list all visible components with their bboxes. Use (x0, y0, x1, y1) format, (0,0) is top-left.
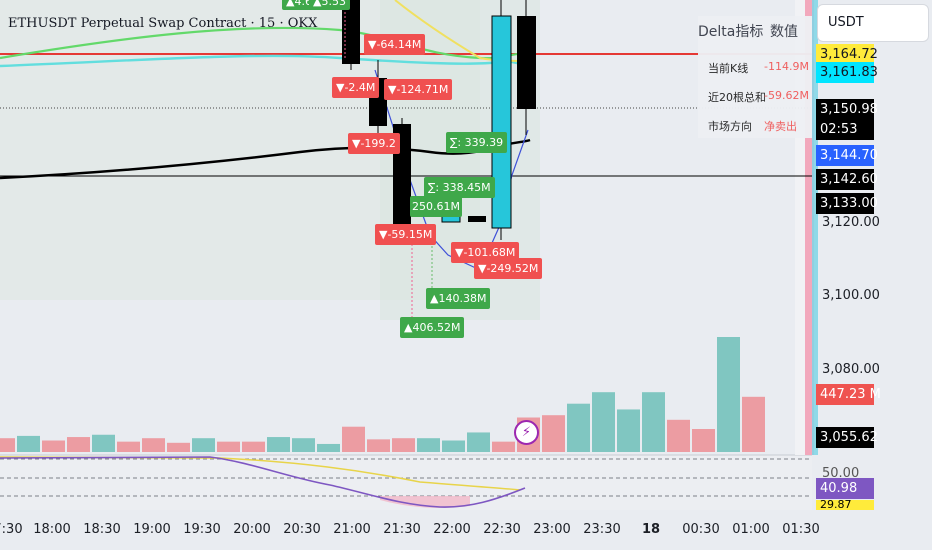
delta-label: ▼-199.2 (348, 133, 400, 154)
volume-bar (317, 443, 340, 452)
volume-bar (242, 441, 265, 452)
volume-bar (667, 419, 690, 452)
osc-tick: 50.00 (822, 466, 860, 481)
price-label-yellow: 3,164.72 (816, 44, 878, 65)
delta-label: ▲140.38M (426, 288, 491, 309)
delta-label: ▼-59.15M (375, 224, 437, 245)
time-tick: 21:00 (333, 522, 371, 537)
volume-bar (417, 438, 440, 452)
time-tick: 18:00 (33, 522, 71, 537)
candle (517, 16, 536, 109)
time-tick: 7:30 (0, 522, 23, 537)
volume-bar (542, 415, 565, 452)
osc-main-line (0, 456, 526, 508)
volume-bar (592, 392, 615, 452)
delta-label: ▼-101.68M (451, 242, 520, 263)
volume-bar (17, 435, 40, 452)
volume-bar (217, 441, 240, 452)
countdown-label: 02:53 (816, 119, 874, 140)
volume-bars (0, 337, 765, 452)
price-label-last: 3,150.98 (816, 99, 878, 120)
candle (342, 0, 360, 64)
volume-bar (392, 438, 415, 452)
time-tick: 22:30 (483, 522, 521, 537)
time-tick: 19:30 (183, 522, 221, 537)
volume-bar (367, 439, 390, 452)
time-tick: 18:30 (83, 522, 121, 537)
volume-bar (442, 440, 465, 452)
symbol-input[interactable]: USDT (817, 4, 929, 42)
delta-indicator-table: Delta指标 数值 当前K线 -114.9M 近20根总和 -59.62M 市… (698, 16, 812, 138)
time-tick: 23:30 (583, 522, 621, 537)
time-tick: 01:00 (732, 522, 770, 537)
volume-bar (42, 440, 65, 452)
volume-bar (742, 396, 765, 452)
delta-header-name: Delta指标 (698, 24, 764, 40)
volume-bar (642, 392, 665, 452)
volume-bar (167, 442, 190, 452)
delta-label: ▼-64.14M (364, 34, 426, 55)
delta-row-value: -114.9M (764, 60, 809, 73)
osc-value-label: 40.98 (816, 478, 874, 499)
price-tick: 3,100.00 (822, 288, 880, 303)
delta-label: ▼-124.71M (384, 79, 453, 100)
time-tick: 21:30 (383, 522, 421, 537)
volume-bar (117, 441, 140, 452)
candles (342, 0, 536, 240)
volume-bar (292, 438, 315, 452)
delta-row-label: 市场方向 (708, 120, 752, 133)
delta-label: ▼-2.4M (332, 77, 380, 98)
volume-bar (342, 426, 365, 452)
candle (468, 216, 486, 222)
bolt-icon[interactable]: ⚡ (514, 420, 539, 445)
time-tick: 23:00 (533, 522, 571, 537)
delta-label: ∑: 338.45M (424, 177, 495, 198)
time-tick: 01:30 (782, 522, 820, 537)
delta-label: ▲5.53 (309, 0, 350, 10)
price-tick: 3,120.00 (822, 215, 880, 230)
volume-bar (67, 437, 90, 452)
delta-row-label: 当前K线 (708, 62, 749, 75)
price-label-black: 3,133.00 (816, 193, 878, 214)
volume-bar (467, 432, 490, 452)
delta-label: ▲4.6 (282, 0, 316, 10)
price-label-blue: 3,144.70 (816, 145, 878, 166)
price-label-black: 3,142.60 (816, 169, 878, 190)
delta-label: ▼-249.52M (474, 258, 543, 279)
time-tick: 22:00 (433, 522, 471, 537)
time-tick: 20:30 (283, 522, 321, 537)
osc-signal-line (0, 456, 521, 491)
time-tick: 19:00 (133, 522, 171, 537)
time-tick: 18 (641, 522, 661, 537)
candle (491, 15, 512, 229)
price-tick: 3,080.00 (822, 362, 880, 377)
volume-bar (92, 434, 115, 452)
volume-label: 447.23 M (816, 384, 881, 405)
delta-label: ∑: 339.39 (446, 132, 508, 153)
time-tick: 20:00 (233, 522, 271, 537)
volume-bar (142, 438, 165, 452)
price-label-cyan: 3,161.83 (816, 62, 878, 83)
volume-bar (492, 441, 515, 452)
chart-title[interactable]: ETHUSDT Perpetual Swap Contract · 15 · O… (8, 16, 318, 31)
volume-bar (0, 438, 15, 452)
volume-bar (717, 337, 740, 452)
delta-row-value: -59.62M (764, 89, 809, 102)
time-tick: 00:30 (682, 522, 720, 537)
delta-label: 250.61M (410, 196, 462, 217)
delta-row-value: 净卖出 (764, 120, 797, 133)
delta-header-value: 数值 (770, 24, 798, 40)
volume-bar (692, 429, 715, 452)
volume-bar (567, 403, 590, 452)
delta-label: ▲406.52M (400, 317, 465, 338)
volume-bar (267, 437, 290, 452)
osc-signal-label: 29.87 (816, 500, 874, 510)
delta-row-label: 近20根总和 (708, 91, 766, 104)
volume-bar (192, 438, 215, 452)
price-label-low: 3,055.62 (816, 427, 878, 448)
volume-bar (617, 409, 640, 452)
